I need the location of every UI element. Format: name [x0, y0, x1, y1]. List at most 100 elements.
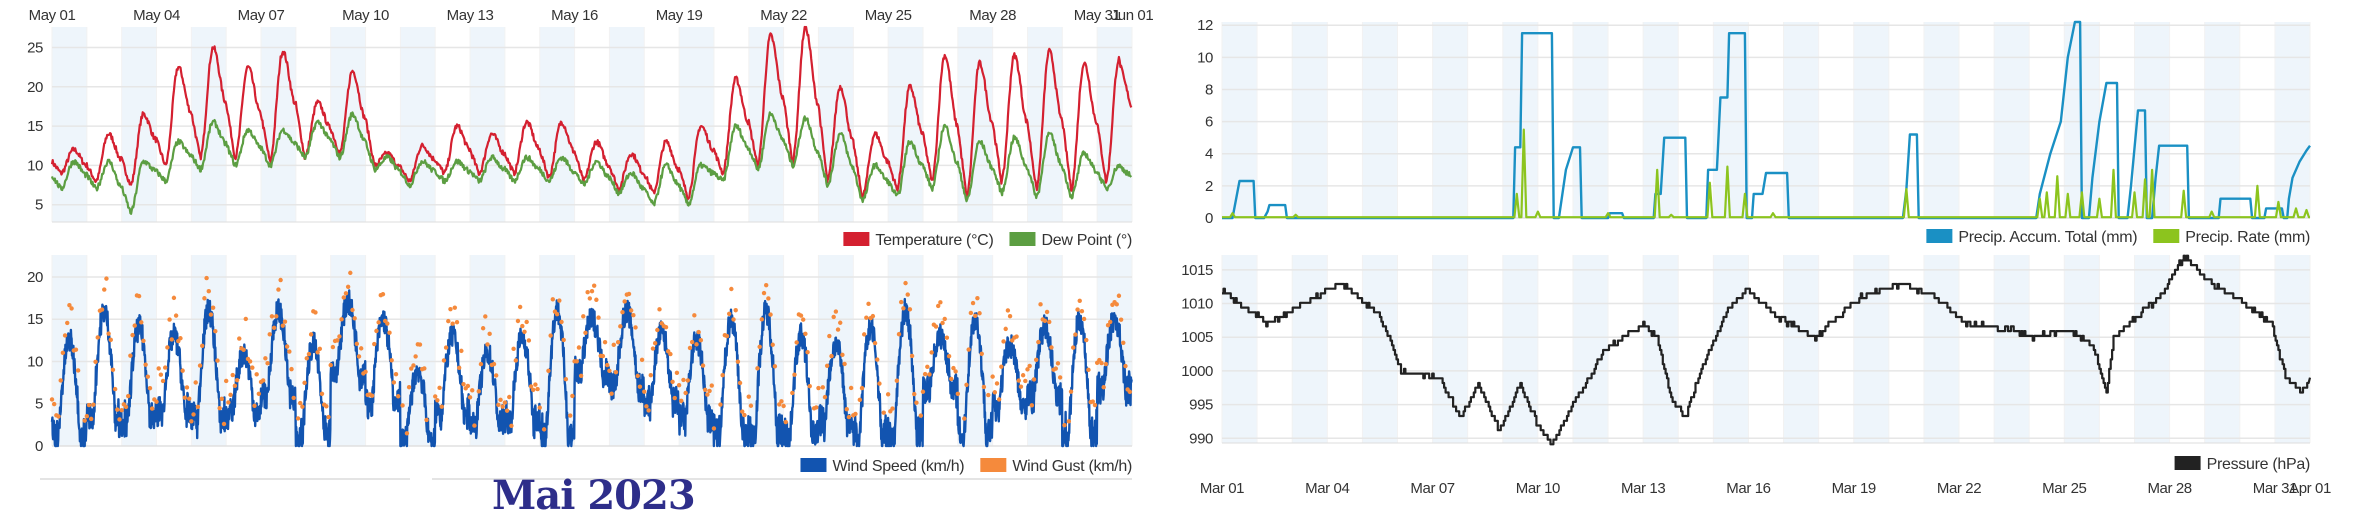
- wind-gust-point: [864, 315, 869, 320]
- wind-gust-point: [126, 393, 131, 399]
- wind-gust-point: [500, 404, 505, 409]
- wind-gust-point: [755, 366, 760, 371]
- wind-gust-point: [724, 333, 730, 339]
- wind-gust-point: [694, 342, 699, 347]
- wind-gust-point: [707, 388, 712, 394]
- wind-gust-point: [295, 416, 301, 421]
- wind-gust-point: [731, 317, 736, 322]
- wind-gust-point: [790, 390, 795, 396]
- legend-swatch: [800, 458, 827, 472]
- wind-gust-point: [622, 299, 627, 304]
- wind-gust-point: [766, 296, 771, 301]
- wind-gust-point: [733, 308, 738, 313]
- wind-gust-point: [507, 394, 512, 400]
- x-tick-label: Mar 28: [2147, 480, 2191, 497]
- wind-gust-point: [182, 395, 188, 400]
- wind-gust-point: [58, 378, 63, 383]
- wind-gust-point: [256, 391, 262, 396]
- wind-gust-point: [838, 320, 843, 325]
- wind-gust-point: [777, 402, 782, 407]
- wind-gust-point: [404, 431, 410, 436]
- wind-gust-point: [705, 392, 710, 397]
- wind-gust-point: [581, 314, 586, 319]
- dew-point-line: [50, 111, 1133, 215]
- wind-gust-point: [158, 372, 164, 377]
- wind-gust-point: [692, 313, 697, 318]
- wind-gust-point: [794, 340, 799, 345]
- wind-gust-point: [951, 365, 956, 371]
- y-tick-label: 5: [35, 396, 43, 413]
- wind-gust-point: [263, 356, 268, 361]
- wind-gust-point: [99, 307, 105, 312]
- wind-gust-point: [472, 423, 477, 428]
- wind-gust-point: [936, 303, 941, 309]
- wind-gust-point: [844, 407, 849, 412]
- wind-gust-point: [237, 336, 242, 341]
- x-tick-label: May 16: [551, 7, 598, 24]
- wind-gust-point: [345, 284, 351, 289]
- y-tick-label: 10: [1197, 49, 1213, 66]
- wind-gust-point: [1029, 403, 1035, 408]
- wind-gust-point: [737, 380, 743, 386]
- wind-gust-point: [354, 341, 360, 347]
- wind-gust-point: [735, 359, 741, 364]
- wind-gust-point: [56, 414, 61, 419]
- wind-gust-point: [1108, 319, 1113, 325]
- wind-gust-point: [1092, 402, 1098, 408]
- wind-gust-point: [996, 397, 1002, 402]
- wind-gust-point: [202, 296, 207, 301]
- wind-gust-point: [167, 317, 172, 322]
- day-band: [1572, 22, 1609, 218]
- wind-gust-point: [343, 291, 349, 296]
- wind-gust-point: [104, 276, 109, 281]
- wind-gust-point: [929, 350, 934, 355]
- wind-gust-point: [594, 297, 599, 302]
- wind-gust-point: [842, 361, 847, 367]
- wind-chart: 0 5 10 15 20 Wind Gust (km/h) Wind Speed (km/h…: [27, 255, 1133, 475]
- wind-gust-point: [857, 397, 863, 403]
- wind-gust-point: [128, 353, 133, 358]
- wind-gust-point: [522, 329, 527, 334]
- wind-gust-point: [147, 385, 153, 391]
- wind-gust-point: [613, 369, 619, 375]
- wind-gust-point: [1077, 298, 1082, 303]
- wind-gust-point: [1007, 313, 1013, 319]
- wind-gust-point: [637, 384, 643, 389]
- wind-gust-point: [611, 342, 616, 348]
- wind-gust-point: [261, 378, 266, 383]
- wind-gust-point: [317, 346, 323, 352]
- wind-gust-point: [84, 413, 90, 419]
- wind-gust-point: [896, 332, 902, 337]
- wind-gust-point: [326, 414, 331, 420]
- wind-gust-point: [197, 363, 203, 368]
- wind-gust-point: [1005, 308, 1011, 313]
- wind-gust-point: [139, 320, 144, 325]
- wind-gust-point: [363, 369, 368, 375]
- wind-gust-point: [829, 353, 834, 359]
- legend-swatch: [2153, 229, 2180, 243]
- wind-gust-point: [831, 314, 836, 320]
- wind-gust-point: [559, 319, 564, 325]
- x-tick-label: May 25: [865, 7, 912, 24]
- wind-gust-point: [824, 363, 830, 368]
- wind-gust-point: [672, 395, 677, 401]
- wind-gust-point: [51, 401, 57, 407]
- wind-gust-point: [901, 306, 906, 311]
- wind-gust-point: [1003, 326, 1008, 332]
- wind-gust-point: [108, 337, 113, 343]
- wind-gust-point: [718, 402, 723, 407]
- wind-gust-point: [1079, 308, 1085, 314]
- wind-gust-point: [528, 384, 534, 389]
- day-band: [1362, 22, 1398, 218]
- wind-gust-point: [1018, 384, 1024, 389]
- wind-gust-point: [1121, 340, 1126, 346]
- wind-gust-point: [537, 405, 542, 410]
- wind-gust-point: [193, 380, 198, 385]
- wind-gust-point: [633, 325, 638, 330]
- x-tick-label: Mar 31: [2253, 480, 2297, 497]
- day-band: [1923, 22, 1960, 218]
- wind-gust-point: [689, 339, 695, 345]
- wind-gust-point: [160, 378, 166, 384]
- wind-gust-point: [439, 404, 444, 409]
- wind-gust-point: [504, 408, 510, 413]
